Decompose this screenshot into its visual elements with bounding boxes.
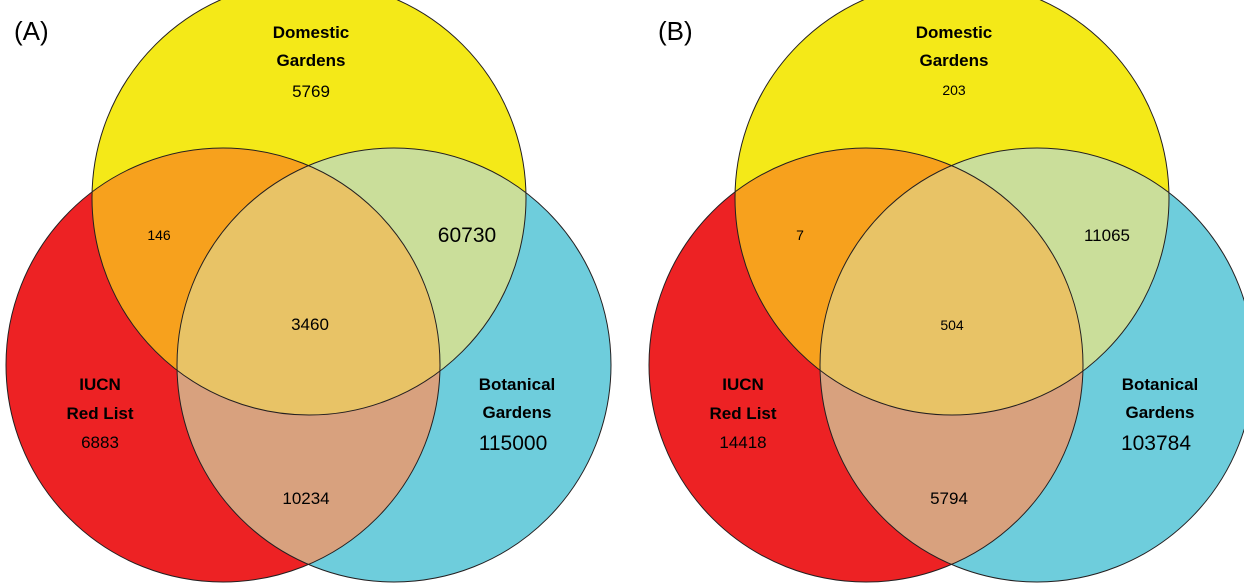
iucn-label-line1: IUCN	[722, 375, 764, 394]
botanical-label-line2: Gardens	[1126, 403, 1195, 422]
iucn-botanical-count: 10234	[282, 489, 329, 508]
region-fills-b	[649, 0, 1244, 582]
domestic-label-line2: Gardens	[920, 51, 989, 70]
domestic-label-line1: Domestic	[273, 23, 350, 42]
botanical-only-count: 115000	[479, 432, 548, 455]
region-fills-a	[6, 0, 611, 582]
domestic-botanical-count: 60730	[438, 224, 496, 247]
iucn-label-line2: Red List	[709, 404, 776, 423]
panel-a: (A) Domestic Gardens 5769 146 60730 3460…	[5, 0, 612, 583]
domestic-label-line1: Domestic	[916, 23, 993, 42]
circle-outlines-b	[648, 0, 1244, 583]
panel-b: (B) Domestic Gardens 203 7 11065 504 IUC…	[648, 0, 1244, 583]
all-three-count: 504	[940, 317, 964, 333]
botanical-label-line1: Botanical	[479, 375, 556, 394]
botanical-outline	[176, 147, 612, 583]
circle-outlines-a	[5, 0, 612, 583]
botanical-outline	[819, 147, 1244, 583]
botanical-label-line2: Gardens	[483, 403, 552, 422]
iucn-only-count: 6883	[81, 433, 119, 452]
iucn-outline	[5, 147, 441, 583]
botanical-only-count: 103784	[1121, 432, 1191, 455]
domestic-only-count: 5769	[292, 82, 330, 101]
domestic-iucn-count: 146	[147, 227, 171, 243]
iucn-outline	[648, 147, 1084, 583]
iucn-only-count: 14418	[719, 433, 766, 452]
all-three-overlap	[820, 148, 1083, 415]
all-three-overlap	[177, 148, 440, 415]
domestic-iucn-count: 7	[796, 227, 804, 243]
iucn-label-line1: IUCN	[79, 375, 121, 394]
domestic-botanical-count: 11065	[1084, 226, 1130, 245]
domestic-label-line2: Gardens	[277, 51, 346, 70]
all-three-count: 3460	[291, 315, 329, 334]
panel-label: (B)	[658, 16, 693, 46]
domestic-outline	[91, 0, 527, 416]
botanical-label-line1: Botanical	[1122, 375, 1199, 394]
iucn-label-line2: Red List	[66, 404, 133, 423]
iucn-botanical-count: 5794	[930, 489, 968, 508]
panel-label: (A)	[14, 16, 49, 46]
domestic-outline	[734, 0, 1170, 416]
domestic-only-count: 203	[942, 82, 966, 98]
